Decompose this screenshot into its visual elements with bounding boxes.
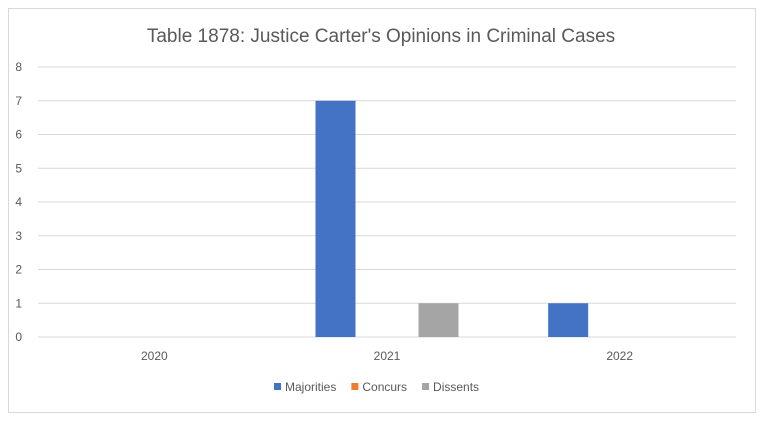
y-tick-label: 1: [15, 296, 22, 310]
chart-title: Table 1878: Justice Carter's Opinions in…: [147, 26, 615, 47]
legend-label: Majorities: [285, 380, 336, 394]
bar-majorities-2022: [548, 303, 589, 337]
chart-frame: [8, 8, 756, 413]
legend-swatch: [422, 383, 430, 390]
legend-swatch: [274, 383, 281, 390]
legend-label: Concurs: [362, 380, 407, 394]
y-tick-label: 4: [15, 195, 22, 209]
bar-dissents-2021: [418, 303, 459, 337]
y-tick-label: 8: [15, 60, 22, 74]
y-tick-label: 7: [15, 94, 22, 108]
y-tick-label: 6: [15, 128, 22, 142]
y-tick-label: 2: [15, 263, 22, 277]
y-tick-label: 0: [15, 330, 22, 344]
legend-label: Dissents: [433, 380, 479, 394]
x-tick-label: 2020: [141, 349, 168, 363]
x-tick-label: 2021: [374, 349, 401, 363]
x-tick-label: 2022: [606, 349, 633, 363]
y-tick-label: 5: [15, 161, 22, 175]
legend-swatch: [351, 383, 359, 390]
bar-majorities-2021: [315, 100, 356, 337]
y-tick-label: 3: [15, 229, 22, 243]
